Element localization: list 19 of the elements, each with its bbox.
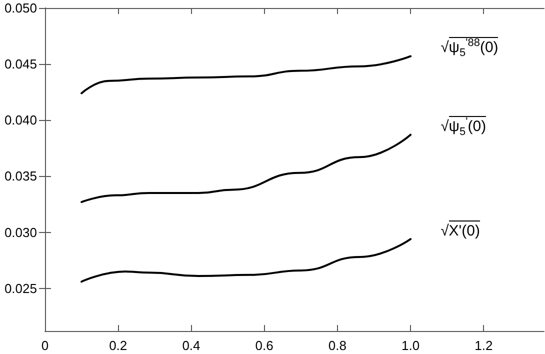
y-tick-label: 0.040: [4, 112, 37, 128]
legend-label: √ψ$_{5}$$^{'88}$(0): [440, 37, 498, 60]
line-series: [80, 134, 412, 204]
line-series: [80, 238, 412, 283]
y-tick-label: 0.045: [4, 56, 37, 72]
line-series: [80, 55, 412, 94]
x-tick-label: 0.6: [255, 338, 274, 353]
legend-label: √ψ$_{5}$$^{'}$(0): [440, 116, 486, 138]
legend-label: √X'(0): [440, 222, 480, 240]
y-tick-label: 0.035: [4, 168, 37, 184]
y-tick-label: 0.025: [4, 280, 37, 296]
x-tick-label: 0: [41, 338, 49, 353]
x-tick-label: 0.4: [182, 338, 200, 353]
y-tick-label: 0.050: [4, 0, 37, 16]
x-tick-label: 1.2: [474, 338, 493, 353]
x-tick-label: 0.2: [109, 338, 128, 353]
x-tick-label: 0.8: [328, 338, 346, 353]
x-tick-label: 1.0: [402, 338, 420, 353]
y-tick-label: 0.030: [4, 224, 37, 240]
